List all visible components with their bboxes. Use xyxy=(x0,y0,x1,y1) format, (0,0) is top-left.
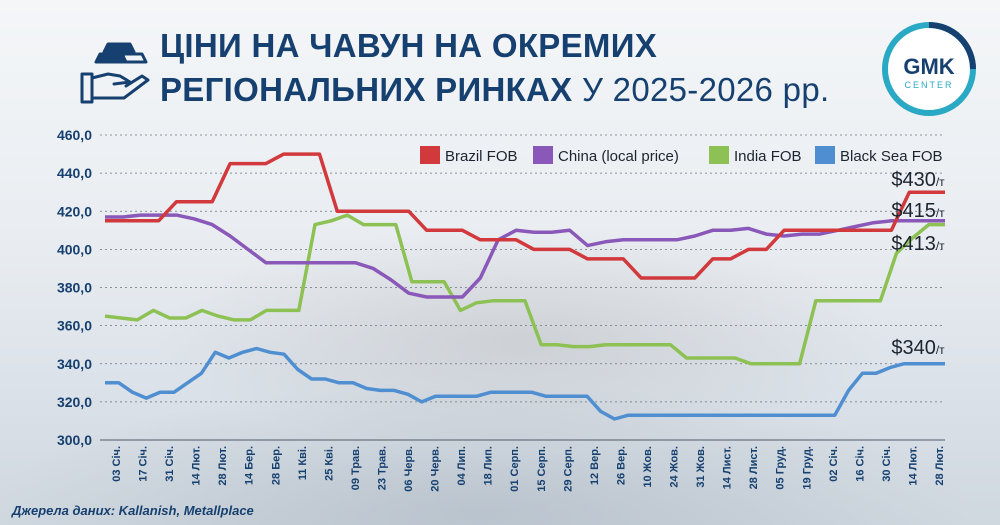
end-label-india: $413/т xyxy=(891,233,945,255)
x-tick-label: 29 Серп. xyxy=(562,446,574,492)
legend-swatch-blacksea xyxy=(815,146,835,164)
series-lines xyxy=(104,152,945,421)
legend-swatch-india xyxy=(709,146,729,164)
y-tick-label: 300,0 xyxy=(57,432,92,448)
x-tick-label: 03 Січ. xyxy=(111,446,123,482)
x-tick-label: 31 Жов. xyxy=(695,446,707,488)
title-sub: У 2025-2026 рр. xyxy=(581,71,830,108)
x-tick-label: 17 Січ. xyxy=(138,446,150,482)
y-tick-label: 320,0 xyxy=(57,394,92,410)
x-tick-label: 10 Жов. xyxy=(642,446,654,488)
title-main: ЦІНИ НА ЧАВУН НА ОКРЕМИХ РЕГІОНАЛЬНИХ РИ… xyxy=(160,27,658,108)
logo-text: GMK xyxy=(903,54,954,79)
x-tick-label: 14 Лист. xyxy=(722,446,734,489)
x-tick-label: 19 Груд. xyxy=(801,446,813,490)
end-label-brazil: $430/т xyxy=(891,169,945,191)
x-axis-ticks: 03 Січ. 17 Січ. 31 Січ. 14 Лют. 28 Лют. 14 Бе… xyxy=(111,446,946,492)
y-tick-label: 400,0 xyxy=(57,241,92,257)
series-line-brazil xyxy=(105,152,945,280)
x-tick-label: 14 Лют. xyxy=(907,446,919,486)
y-tick-label: 380,0 xyxy=(57,280,92,296)
x-tick-label: 05 Груд. xyxy=(775,446,787,490)
x-tick-label: 20 Черв. xyxy=(430,446,442,492)
legend-label-india: India FOB xyxy=(734,148,802,165)
x-tick-label: 28 Бер. xyxy=(270,446,282,485)
y-tick-label: 360,0 xyxy=(57,318,92,334)
y-tick-label: 340,0 xyxy=(57,356,92,372)
chart-grid xyxy=(100,134,945,441)
x-tick-label: 28 Лют. xyxy=(934,446,946,486)
y-axis-ticks: 300,0 320,0 340,0 360,0 380,0 400,0 420,0 440,0… xyxy=(57,127,92,448)
header: ЦІНИ НА ЧАВУН НА ОКРЕМИХ РЕГІОНАЛЬНИХ РИ… xyxy=(0,0,1000,116)
page-title: ЦІНИ НА ЧАВУН НА ОКРЕМИХ РЕГІОНАЛЬНИХ РИ… xyxy=(160,24,880,112)
series-line-blacksea xyxy=(105,346,945,421)
x-tick-label: 31 Січ. xyxy=(164,446,176,482)
x-tick-label: 28 Лист. xyxy=(748,446,760,489)
chart-legend: Brazil FOB China (local price) India FOB Bl… xyxy=(420,146,943,165)
y-tick-label: 460,0 xyxy=(57,127,92,143)
x-tick-label: 23 Трав. xyxy=(376,446,388,490)
x-tick-label: 01 Серп. xyxy=(509,446,521,492)
legend-label-china: China (local price) xyxy=(558,148,679,165)
pig-iron-ingot-hand-icon xyxy=(80,42,150,104)
x-tick-label: 06 Черв. xyxy=(403,446,415,492)
x-tick-label: 09 Трав. xyxy=(350,446,362,490)
x-tick-label: 02 Січ. xyxy=(828,446,840,482)
x-tick-label: 15 Серп. xyxy=(536,446,548,492)
x-tick-label: 11 Кві. xyxy=(297,446,309,480)
legend-label-brazil: Brazil FOB xyxy=(445,148,518,165)
gmk-center-logo: GMK CENTER xyxy=(882,22,976,116)
legend-label-blacksea: Black Sea FOB xyxy=(840,148,943,165)
series-line-china xyxy=(105,213,945,299)
legend-swatch-brazil xyxy=(420,146,440,164)
x-tick-label: 18 Лип. xyxy=(483,446,495,485)
x-tick-label: 14 Бер. xyxy=(244,446,256,485)
x-tick-label: 12 Вер. xyxy=(589,446,601,485)
x-tick-label: 16 Січ. xyxy=(854,446,866,482)
x-tick-label: 14 Лют. xyxy=(191,446,203,486)
x-tick-label: 04 Лип. xyxy=(456,446,468,485)
data-source-note: Джерела даних: Kallanish, Metallplace xyxy=(12,503,254,518)
x-tick-label: 26 Вер. xyxy=(615,446,627,485)
y-tick-label: 440,0 xyxy=(57,165,92,181)
y-tick-label: 420,0 xyxy=(57,203,92,219)
series-line-india xyxy=(104,213,945,366)
x-tick-label: 24 Жов. xyxy=(669,446,681,488)
logo-subtext: CENTER xyxy=(904,80,953,90)
legend-swatch-china xyxy=(533,146,553,164)
end-value-labels: $430/т $415/т $413/т $340/т xyxy=(891,169,945,359)
end-label-china: $415/т xyxy=(891,200,945,222)
end-label-blacksea: $340/т xyxy=(891,337,945,359)
x-tick-label: 28 Лют. xyxy=(217,446,229,486)
x-tick-label: 25 Кві. xyxy=(323,446,335,481)
x-tick-label: 30 Січ. xyxy=(881,446,893,482)
